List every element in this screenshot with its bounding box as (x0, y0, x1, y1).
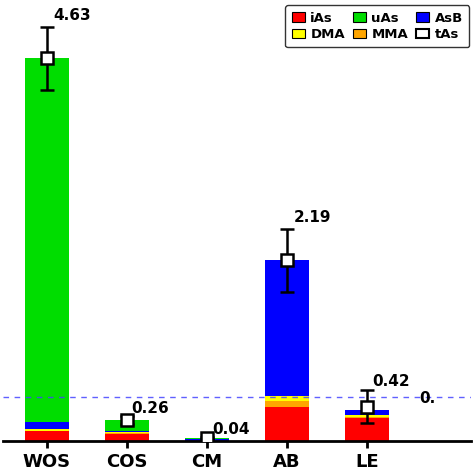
Text: 2.19: 2.19 (293, 210, 331, 226)
Text: 0.04: 0.04 (212, 422, 249, 437)
Bar (25, 431, 69, 441)
Bar (25, 429, 69, 431)
Bar (345, 415, 389, 417)
Bar (105, 420, 149, 431)
Bar (25, 422, 69, 429)
Bar (105, 433, 149, 434)
Text: 0.: 0. (419, 391, 436, 406)
Text: 0.42: 0.42 (372, 374, 410, 389)
Bar (265, 407, 309, 441)
Bar (345, 418, 389, 441)
Bar (265, 401, 309, 407)
Legend: iAs, DMA, uAs, MMA, AsB, tAs: iAs, DMA, uAs, MMA, AsB, tAs (285, 5, 469, 47)
Bar (345, 417, 389, 418)
Bar (185, 438, 229, 441)
Bar (265, 260, 309, 396)
Bar (105, 432, 149, 433)
Bar (105, 434, 149, 441)
Bar (25, 58, 69, 422)
Bar (105, 431, 149, 432)
Bar (265, 396, 309, 401)
Bar (345, 410, 389, 415)
Text: 0.26: 0.26 (132, 401, 169, 416)
Text: 4.63: 4.63 (53, 8, 91, 23)
